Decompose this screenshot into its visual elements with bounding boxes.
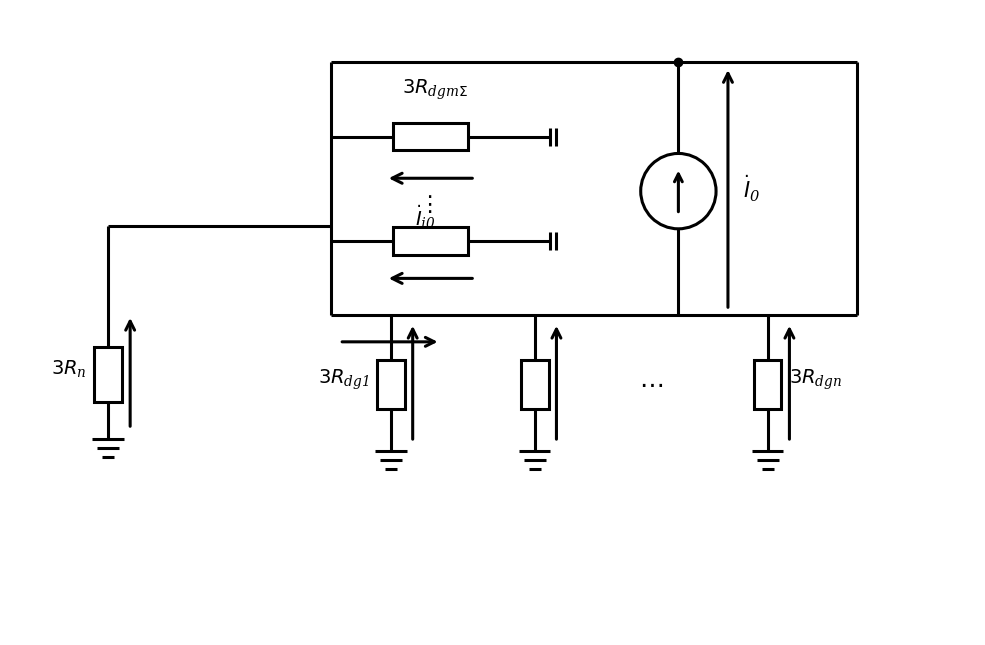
Text: $\dot{I}_{\mathregular{0}}$: $\dot{I}_{\mathregular{0}}$	[743, 174, 760, 204]
Text: $3R_{\mathregular{dgm}\Sigma}$: $3R_{\mathregular{dgm}\Sigma}$	[403, 77, 469, 102]
Text: $\dot{I}_{\mathregular{j0}}$: $\dot{I}_{\mathregular{j0}}$	[416, 204, 435, 235]
Text: $3R_{\mathregular{dgn}}$: $3R_{\mathregular{dgn}}$	[789, 367, 843, 392]
Bar	[377, 360, 405, 409]
Text: $\vdots$: $\vdots$	[419, 193, 432, 215]
Text: $\dot{I}_{\mathregular{i0}}$: $\dot{I}_{\mathregular{i0}}$	[384, 366, 405, 395]
Text: $3R_{\mathregular{dg1}}$: $3R_{\mathregular{dg1}}$	[317, 367, 369, 392]
Bar	[521, 360, 549, 409]
Text: $3R_{\mathregular{n}}$: $3R_{\mathregular{n}}$	[51, 359, 87, 381]
Bar	[95, 347, 122, 402]
Text: $\cdots$: $\cdots$	[639, 372, 663, 397]
Bar	[754, 360, 781, 409]
Bar	[393, 123, 468, 150]
Bar	[393, 227, 468, 255]
